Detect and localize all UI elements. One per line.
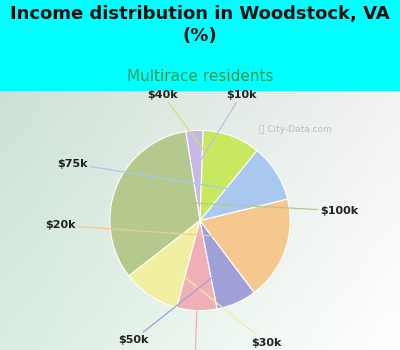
Text: $40k: $40k [148, 90, 216, 167]
Text: Multirace residents: Multirace residents [127, 69, 273, 84]
Wedge shape [110, 132, 200, 276]
Wedge shape [177, 220, 217, 311]
Text: $10k: $10k [199, 90, 256, 163]
Wedge shape [200, 131, 257, 220]
Text: $200k: $200k [176, 279, 214, 350]
Text: ⓘ City-Data.com: ⓘ City-Data.com [258, 125, 332, 134]
Text: $75k: $75k [57, 159, 242, 191]
Text: $30k: $30k [174, 268, 282, 348]
Wedge shape [200, 150, 288, 220]
Wedge shape [129, 220, 200, 308]
Text: $50k: $50k [118, 272, 219, 345]
Text: Income distribution in Woodstock, VA
(%): Income distribution in Woodstock, VA (%) [10, 5, 390, 45]
Wedge shape [186, 130, 203, 220]
Text: $100k: $100k [154, 201, 358, 216]
Wedge shape [200, 220, 254, 309]
Wedge shape [200, 199, 290, 293]
Text: $20k: $20k [46, 220, 247, 238]
